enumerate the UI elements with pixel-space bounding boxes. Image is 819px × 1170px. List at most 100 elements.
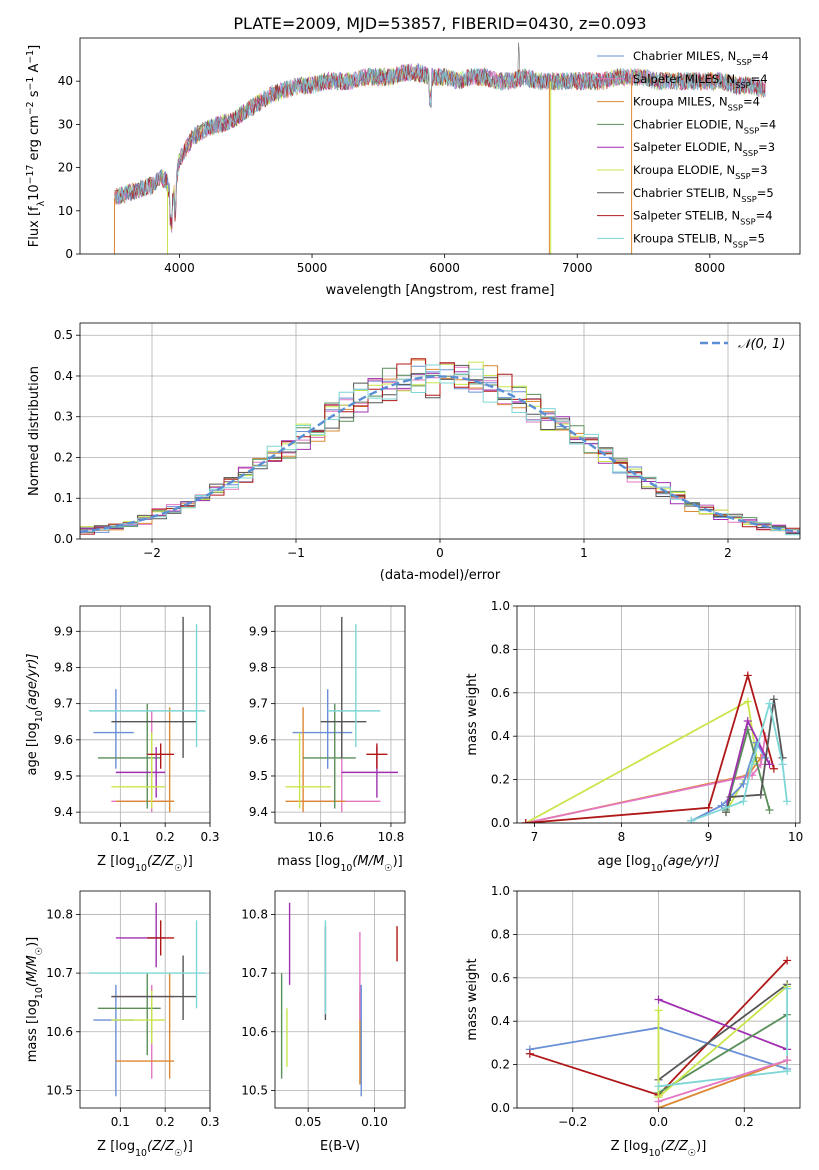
spectrum-panel: 4000 5000 6000 7000 8000 0 10 20 30 40 wavelength … (25, 37, 801, 298)
x-tick-label: 8000 (695, 261, 726, 275)
series-marker-salpeter_miles (756, 760, 765, 769)
y-tick-label: 0.2 (54, 450, 73, 464)
y-tick-label: 10.5 (241, 1083, 268, 1097)
y-tick-label: 0.0 (491, 816, 510, 830)
x-tick-label: 5000 (297, 261, 328, 275)
residuals-panel: −2 −1 0 1 2 0.0 0.1 0.2 0.3 0.4 0.5 (data-model)/er… (27, 322, 801, 583)
x-tick-label: −2 (143, 546, 161, 560)
legend-label: Kroupa STELIB, NSSP=5 (633, 231, 765, 249)
series-marker-kroupa_stelib (687, 816, 696, 823)
mass-weight-vs-Z-panel: −0.2 0.0 0.2 0.0 0.2 0.4 0.6 0.8 1.0 Z [log10(Z/Z… (465, 884, 801, 1159)
y-tick-label: 9.6 (249, 733, 268, 747)
x-axis-label: (data-model)/error (380, 568, 501, 583)
series-marker-salpeter_elodie (743, 717, 752, 726)
x-tick-label: 0.1 (111, 1115, 130, 1129)
x-tick-label: 0.0 (649, 1115, 668, 1129)
series-marker-salpeter_stelib (769, 764, 778, 773)
x-tick-label: 0.10 (361, 1115, 388, 1129)
x-axis-label: Z [log10(Z/Z☉)] (611, 1139, 707, 1159)
series-marker-salpeter_stelib (525, 1049, 534, 1058)
y-tick-label: 0.2 (491, 1058, 510, 1072)
legend-label: Kroupa ELODIE, NSSP=3 (633, 163, 768, 181)
series-marker-kroupa_stelib (654, 1082, 663, 1091)
series-marker-chabrier_miles (739, 779, 748, 788)
y-tick-label: 0.5 (54, 328, 73, 342)
y-tick-label: 10.8 (241, 907, 268, 921)
x-axis-label: E(B-V) (320, 1139, 360, 1154)
series-marker-kroupa_stelib (778, 760, 787, 769)
x-axis-label: Z [log10(Z/Z☉)] (97, 1139, 193, 1159)
x-tick-label: 0.2 (156, 1115, 175, 1129)
y-tick-label: 9.8 (249, 660, 268, 674)
legend-label: Kroupa MILES, NSSP=4 (633, 95, 760, 113)
x-axis-label: age [log10(age/yr)] (598, 854, 720, 874)
x-tick-label: 7000 (562, 261, 593, 275)
x-axis-label: mass [log10(M/M☉)] (277, 854, 403, 874)
y-tick-label: 0.6 (491, 686, 510, 700)
series-line-chabrier_stelib (657, 983, 788, 1081)
y-tick-label: 1.0 (491, 599, 510, 613)
y-tick-label: 9.9 (54, 624, 73, 638)
y-tick-label: 0.4 (491, 729, 510, 743)
axes-frame (79, 605, 211, 824)
age-vs-mass-plot-area (285, 616, 398, 813)
y-tick-label: 10.7 (46, 966, 73, 980)
y-tick-label: 10.8 (46, 907, 73, 921)
age-vs-Z-panel: 0.1 0.2 0.3 9.4 9.5 9.6 9.7 9.8 9.9 Z [log10(Z/Z☉… (25, 605, 220, 874)
x-tick-label: 0.05 (295, 1115, 322, 1129)
x-tick-label: 0.2 (735, 1115, 754, 1129)
y-tick-label: 0.4 (54, 369, 73, 383)
y-tick-label: 10.5 (46, 1083, 73, 1097)
x-tick-label: 0.1 (111, 830, 130, 844)
y-tick-label: 0.6 (491, 971, 510, 985)
legend-label: Chabrier STELIB, NSSP=5 (633, 186, 774, 204)
spectrum-line-kroupa_stelib (114, 63, 766, 218)
x-axis-label: wavelength [Angstrom, rest frame] (326, 283, 555, 298)
age-vs-Z-plot-area (88, 616, 206, 813)
y-tick-label: 10.6 (46, 1025, 73, 1039)
y-tick-label: 0 (65, 247, 73, 261)
y-tick-label: 9.9 (249, 624, 268, 638)
y-tick-label: 40 (58, 74, 73, 88)
y-tick-label: 0.4 (491, 1014, 510, 1028)
series-marker-kroupa_stelib (783, 984, 792, 993)
y-axis-label: age [log10(age/yr)] (25, 654, 45, 776)
series-marker-chabrier_miles (717, 801, 726, 810)
mass-vs-Z-plot-area (88, 902, 206, 1097)
x-axis-label: Z [log10(Z/Z☉)] (97, 854, 193, 874)
mass-weight-vs-age-panel: 7 8 9 10 0.0 0.2 0.4 0.6 0.8 1.0 age [log10(age/yr… (465, 599, 803, 874)
series-marker-salpeter_stelib (783, 956, 792, 965)
x-tick-label: 0 (436, 546, 444, 560)
series-marker-chabrier_stelib (756, 790, 765, 799)
series-line-salpeter_stelib (525, 672, 775, 823)
axes-frame (274, 890, 406, 1109)
y-tick-label: 1.0 (491, 884, 510, 898)
x-tick-label: 8 (618, 830, 626, 844)
x-tick-label: 10.6 (307, 830, 334, 844)
series-marker-salpeter_miles (783, 1056, 792, 1065)
y-tick-label: 0.8 (491, 642, 510, 656)
legend-label: Chabrier MILES, NSSP=4 (633, 49, 769, 67)
x-tick-label: 2 (724, 546, 732, 560)
y-tick-label: 9.7 (249, 697, 268, 711)
x-tick-label: 0.3 (200, 1115, 219, 1129)
legend-label: Chabrier ELODIE, NSSP=4 (633, 117, 776, 135)
y-tick-label: 9.7 (54, 697, 73, 711)
series-marker-chabrier_stelib (726, 792, 735, 801)
series-marker-kroupa_stelib (721, 803, 730, 812)
series-marker-kroupa_stelib (765, 699, 774, 708)
series-marker-kroupa_stelib (783, 1067, 792, 1076)
y-tick-label: 0.2 (491, 773, 510, 787)
axes-frame (516, 890, 801, 1109)
axes-frame (274, 605, 406, 824)
y-tick-label: 30 (58, 117, 73, 131)
y-tick-label: 0.3 (54, 410, 73, 424)
mass-vs-ebv-plot-area (280, 902, 398, 1097)
x-tick-label: 10 (788, 830, 803, 844)
y-tick-label: 20 (58, 161, 73, 175)
axes-frame (516, 605, 801, 824)
x-tick-label: 10.8 (378, 830, 405, 844)
y-tick-label: 0.8 (491, 927, 510, 941)
axes-frame (79, 322, 801, 540)
mass-weight-vs-age-plot-area (521, 671, 791, 823)
